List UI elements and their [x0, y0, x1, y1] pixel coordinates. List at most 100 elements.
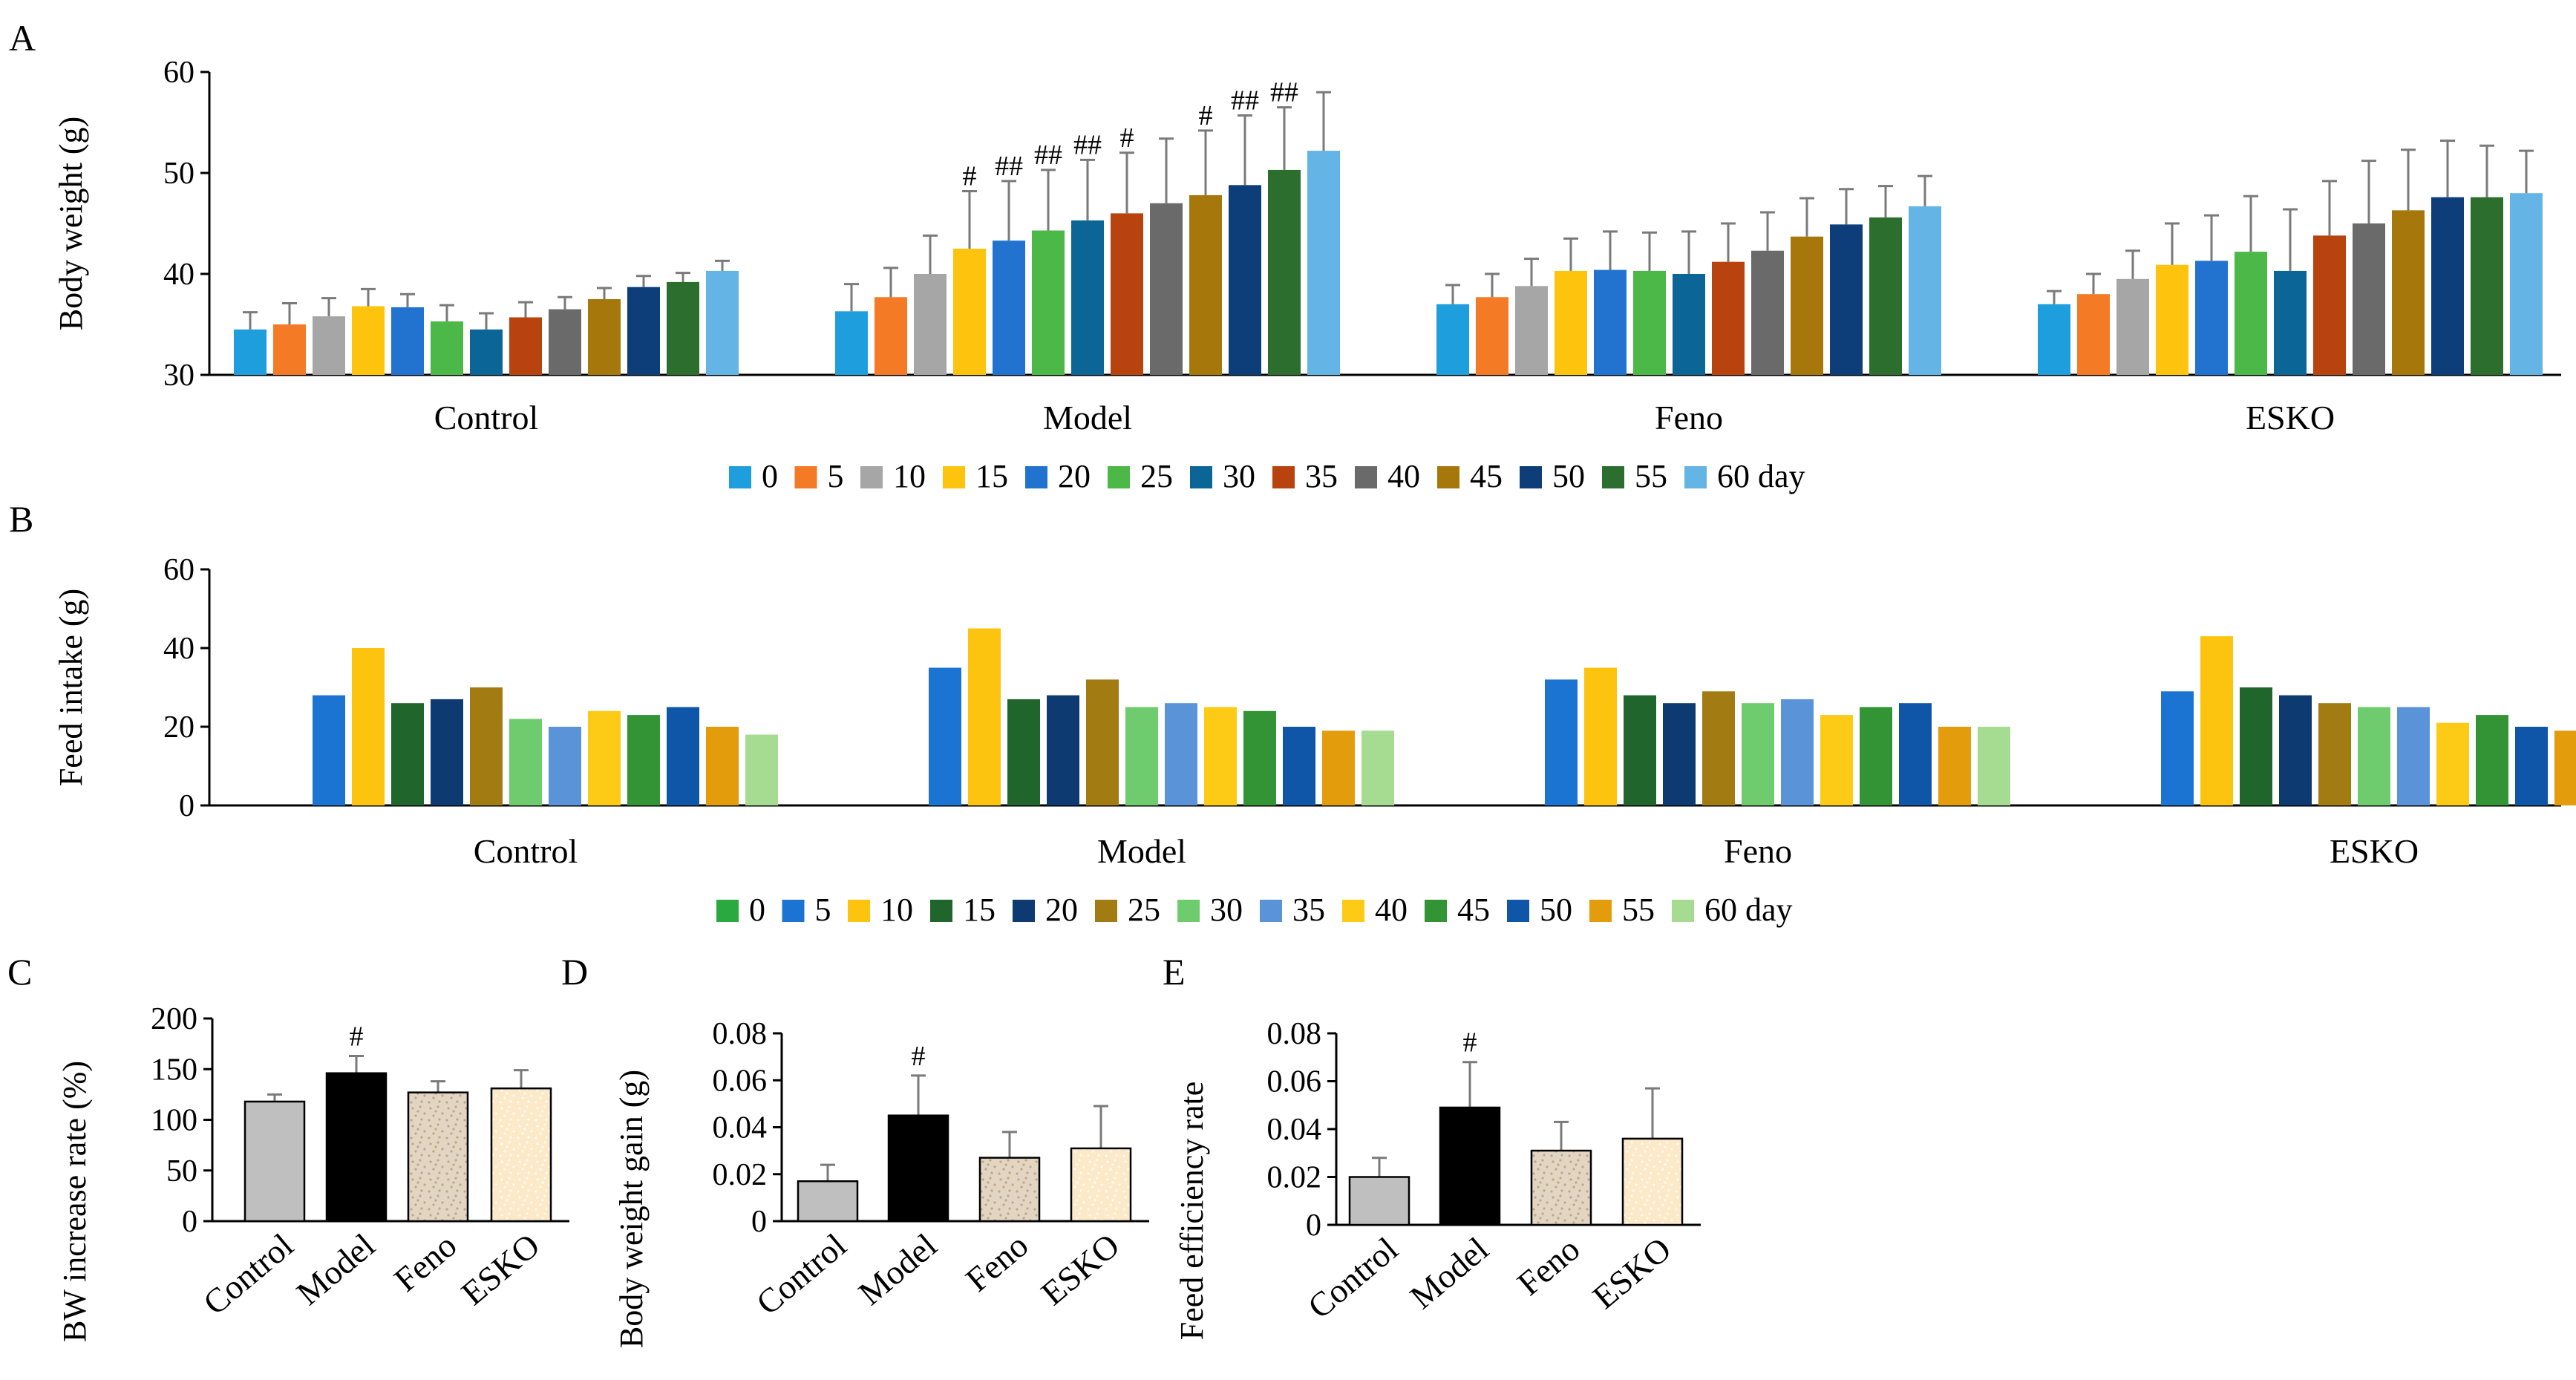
- y-tick-label: 60: [163, 56, 194, 90]
- y-tick-label: 0.06: [1267, 1065, 1322, 1099]
- legend-item: 35: [1272, 458, 1338, 494]
- legend-item: 35: [1260, 892, 1325, 928]
- legend-label: 10: [880, 892, 913, 928]
- significance-mark: #: [1120, 122, 1134, 154]
- x-category-label: Control: [1301, 1230, 1405, 1326]
- bar: [588, 299, 621, 375]
- bar: [1086, 679, 1119, 805]
- legend-swatch: [848, 900, 870, 922]
- legend-swatch: [1672, 900, 1694, 922]
- y-axis-title: Body weight gain (g): [613, 1070, 650, 1348]
- panel-letter: A: [9, 17, 36, 59]
- x-category-label: Model: [290, 1226, 382, 1312]
- legend-label: 40: [1387, 458, 1420, 494]
- x-category-label: ESKO: [2330, 832, 2419, 870]
- bar: [1781, 699, 1814, 805]
- legend-item: 30: [1190, 458, 1255, 494]
- bar: [1283, 727, 1315, 805]
- legend-swatch: [1425, 900, 1447, 922]
- bar: [627, 715, 660, 805]
- bar: [1938, 727, 1971, 805]
- legend-item: 55: [1589, 892, 1655, 928]
- legend-item: 15: [930, 892, 996, 928]
- bar: [1476, 297, 1508, 375]
- bar: [2240, 687, 2272, 805]
- legend-label: 25: [1128, 892, 1160, 928]
- bar: [1712, 261, 1745, 375]
- bar: [1515, 286, 1548, 375]
- bar: [1071, 220, 1104, 375]
- y-tick-label: 0: [179, 789, 194, 823]
- bar: [431, 699, 463, 805]
- bar: [1624, 695, 1656, 805]
- bar: [1555, 270, 1587, 375]
- legend-item: 55: [1602, 458, 1667, 494]
- bar: [1530, 1149, 1592, 1226]
- legend-label: 45: [1470, 458, 1503, 494]
- legend-label: 15: [975, 458, 1008, 494]
- bar: [1150, 203, 1183, 375]
- panel-letter: B: [9, 498, 33, 540]
- y-tick-label: 0: [1306, 1209, 1321, 1243]
- x-category-label: Feno: [1724, 832, 1792, 870]
- bar: [313, 695, 345, 805]
- bar: [549, 727, 581, 805]
- y-tick-label: 0.08: [1267, 1017, 1322, 1051]
- legend-item: 10: [848, 892, 913, 928]
- bar: [1111, 213, 1143, 375]
- legend-swatch: [1013, 900, 1035, 922]
- bar: [1204, 707, 1237, 805]
- legend-item: 15: [943, 458, 1008, 494]
- legend-swatch: [1602, 466, 1624, 488]
- bar: [2235, 252, 2267, 375]
- legend-label: 0: [749, 892, 765, 928]
- bar: [1909, 206, 1941, 375]
- bar: [352, 306, 385, 375]
- bar: [627, 287, 660, 375]
- legend-label: 30: [1210, 892, 1243, 928]
- y-tick-label: 100: [151, 1104, 197, 1138]
- legend-item: 60 day: [1684, 458, 1805, 494]
- y-tick-label: 0.02: [713, 1158, 768, 1192]
- bar: [1594, 269, 1627, 375]
- x-category-label: ESKO: [2246, 399, 2335, 436]
- y-tick-label: 150: [151, 1053, 197, 1087]
- y-tick-label: 40: [163, 258, 194, 292]
- bar: [1125, 707, 1158, 805]
- legend-item: 40: [1342, 892, 1408, 928]
- bar: [993, 241, 1025, 375]
- bar: [1860, 707, 1892, 805]
- legend-item: 20: [1025, 458, 1091, 494]
- legend-label: 20: [1045, 892, 1078, 928]
- bar: [2313, 235, 2346, 375]
- bar: [2077, 294, 2110, 375]
- legend-label: 45: [1457, 892, 1490, 928]
- bar: [797, 1180, 859, 1223]
- bar: [2200, 636, 2233, 805]
- legend-swatch: [729, 466, 751, 488]
- bar: [490, 1087, 552, 1223]
- bar: [1663, 703, 1696, 805]
- x-category-label: Feno: [387, 1226, 463, 1299]
- legend-swatch: [1589, 900, 1612, 922]
- bar: [549, 309, 581, 375]
- bar: [352, 648, 385, 805]
- bar: [2554, 730, 2576, 805]
- legend-item: 30: [1177, 892, 1243, 928]
- y-axis-title: BW increase rate (%): [56, 1061, 93, 1342]
- bar: [431, 321, 463, 375]
- legend-item: 5: [782, 892, 831, 928]
- x-category-label: ESKO: [1034, 1226, 1127, 1312]
- bar: [273, 324, 306, 375]
- panel-e: E 0 0.02 0.04 0.06 0.08 Feed efficiency rate Co…: [1163, 951, 1701, 1340]
- bar: [2353, 223, 2385, 375]
- legend-swatch: [716, 900, 739, 922]
- legend-item: 50: [1520, 458, 1585, 494]
- bar: [509, 719, 542, 805]
- legend-item: 50: [1507, 892, 1572, 928]
- legend-item: 25: [1095, 892, 1160, 928]
- x-category-label: ESKO: [1586, 1230, 1678, 1316]
- bar: [1189, 194, 1222, 375]
- y-tick-label: 0: [182, 1205, 197, 1239]
- y-axis-title: Body weight (g): [53, 117, 89, 330]
